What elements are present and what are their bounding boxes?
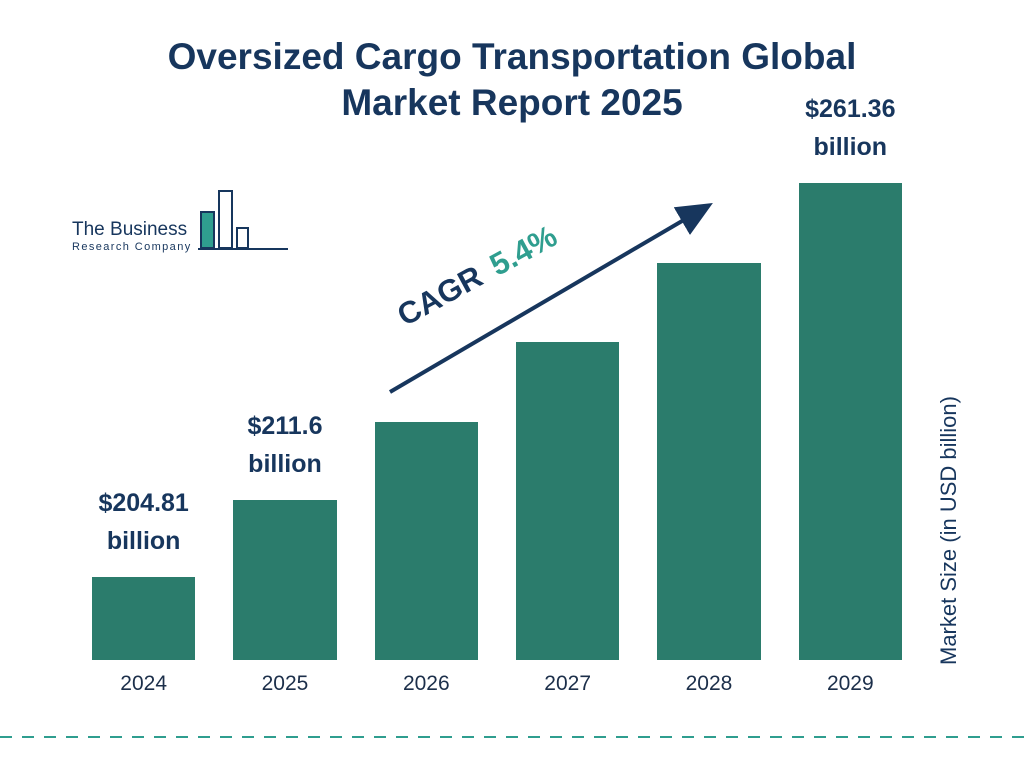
page-title-line2: Market Report 2025 (341, 82, 683, 124)
bar-value-label: $211.6 billion (247, 411, 323, 479)
bar-column: 2027 (515, 342, 620, 695)
bar (798, 183, 902, 660)
bar-column: 2026 (374, 422, 478, 695)
bars-row: $204.81 billion 2024 $211.6 billion 2025 2026 2… (92, 90, 902, 695)
bar-column: $211.6 billion 2025 (233, 407, 337, 695)
bar-column: $261.36 billion 2029 (798, 90, 902, 695)
x-axis-label: 2028 (685, 672, 733, 695)
company-logo: The Business Research Company (72, 188, 290, 257)
bar-column: 2028 (657, 263, 761, 695)
x-axis-label: 2026 (402, 672, 450, 695)
bar-column: $204.81 billion 2024 (92, 484, 196, 695)
y-axis-label: Market Size (in USD billion) (936, 396, 961, 665)
bar (515, 342, 620, 660)
bar-value-label: $261.36 billion (805, 94, 896, 162)
bar-chart-logo-icon (197, 188, 290, 257)
x-axis-label: 2029 (826, 672, 874, 695)
company-logo-text: The Business Research Company (72, 219, 192, 257)
bar (92, 577, 196, 660)
bar (657, 263, 761, 660)
x-axis-label: 2024 (120, 672, 168, 695)
bottom-dashed-divider (0, 736, 1024, 738)
page-title: Oversized Cargo Transportation Global Ma… (0, 34, 1024, 127)
bar (233, 500, 337, 660)
bar-value-label: $204.81 billion (98, 488, 189, 556)
x-axis-label: 2027 (544, 672, 591, 695)
company-logo-subname: Research Company (72, 241, 192, 253)
page-title-line1: Oversized Cargo Transportation Global (167, 36, 857, 77)
company-logo-name: The Business (72, 219, 188, 240)
x-axis-label: 2025 (261, 672, 309, 695)
bar (374, 422, 478, 660)
